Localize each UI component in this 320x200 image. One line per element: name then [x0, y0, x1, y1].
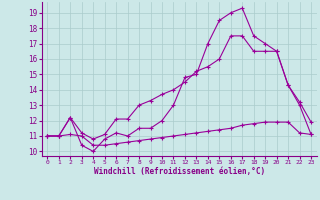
X-axis label: Windchill (Refroidissement éolien,°C): Windchill (Refroidissement éolien,°C) [94, 167, 265, 176]
